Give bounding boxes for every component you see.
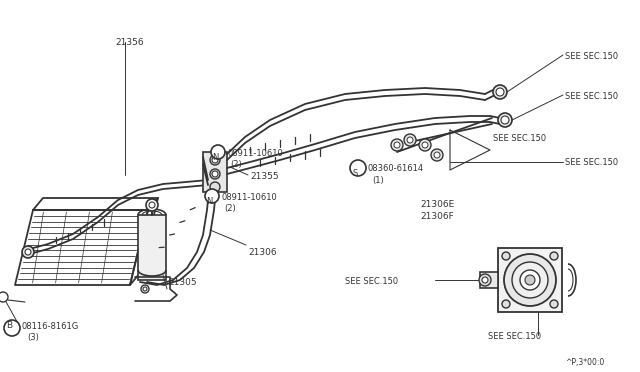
Circle shape bbox=[407, 137, 413, 143]
Text: (2): (2) bbox=[224, 204, 236, 213]
Text: B: B bbox=[6, 321, 12, 330]
Text: SEE SEC.150: SEE SEC.150 bbox=[488, 332, 541, 341]
Text: 08360-61614: 08360-61614 bbox=[368, 164, 424, 173]
Text: N: N bbox=[212, 153, 218, 161]
Bar bbox=[480, 272, 498, 288]
Bar bbox=[203, 152, 227, 192]
Circle shape bbox=[512, 262, 548, 298]
Text: (2): (2) bbox=[230, 160, 242, 169]
Circle shape bbox=[404, 134, 416, 146]
Text: 08911-10610: 08911-10610 bbox=[221, 193, 276, 202]
Circle shape bbox=[211, 145, 225, 159]
Text: 21305: 21305 bbox=[168, 278, 196, 287]
Text: 21356: 21356 bbox=[115, 38, 143, 47]
Text: SEE SEC.150: SEE SEC.150 bbox=[565, 92, 618, 101]
Circle shape bbox=[525, 275, 535, 285]
Circle shape bbox=[210, 182, 220, 192]
Text: SEE SEC.150: SEE SEC.150 bbox=[493, 134, 546, 143]
Text: (1): (1) bbox=[372, 176, 384, 185]
Circle shape bbox=[4, 320, 20, 336]
Circle shape bbox=[431, 149, 443, 161]
Circle shape bbox=[25, 249, 31, 255]
Circle shape bbox=[504, 254, 556, 306]
Circle shape bbox=[210, 169, 220, 179]
Circle shape bbox=[350, 160, 366, 176]
Circle shape bbox=[394, 142, 400, 148]
Circle shape bbox=[419, 139, 431, 151]
Circle shape bbox=[550, 300, 558, 308]
Circle shape bbox=[0, 292, 8, 302]
Circle shape bbox=[205, 189, 219, 203]
Text: 21355: 21355 bbox=[250, 172, 278, 181]
Bar bbox=[138, 215, 166, 280]
Circle shape bbox=[482, 277, 488, 283]
Text: 21306F: 21306F bbox=[420, 212, 454, 221]
Circle shape bbox=[391, 139, 403, 151]
Text: SEE SEC.150: SEE SEC.150 bbox=[565, 52, 618, 61]
Text: ^P,3*00:0: ^P,3*00:0 bbox=[565, 358, 604, 367]
Text: N: N bbox=[206, 196, 212, 205]
Circle shape bbox=[498, 113, 512, 127]
Text: 21306E: 21306E bbox=[420, 200, 454, 209]
Text: 21306: 21306 bbox=[248, 248, 276, 257]
Circle shape bbox=[502, 252, 510, 260]
Text: 08911-10610: 08911-10610 bbox=[227, 149, 283, 158]
Circle shape bbox=[550, 252, 558, 260]
Circle shape bbox=[493, 85, 507, 99]
Circle shape bbox=[143, 287, 147, 291]
Text: SEE SEC.150: SEE SEC.150 bbox=[565, 158, 618, 167]
Circle shape bbox=[210, 155, 220, 165]
Circle shape bbox=[212, 157, 218, 163]
Text: S: S bbox=[353, 169, 358, 177]
Text: SEE SEC.150: SEE SEC.150 bbox=[345, 277, 398, 286]
Circle shape bbox=[434, 152, 440, 158]
Circle shape bbox=[22, 246, 34, 258]
Bar bbox=[498, 248, 562, 312]
Circle shape bbox=[141, 285, 149, 293]
Circle shape bbox=[422, 142, 428, 148]
Circle shape bbox=[501, 116, 509, 124]
Circle shape bbox=[212, 171, 218, 177]
Circle shape bbox=[520, 270, 540, 290]
Text: 08116-8161G: 08116-8161G bbox=[22, 322, 79, 331]
Text: (3): (3) bbox=[27, 333, 39, 342]
Circle shape bbox=[146, 199, 158, 211]
Circle shape bbox=[502, 300, 510, 308]
Circle shape bbox=[149, 202, 155, 208]
Circle shape bbox=[496, 88, 504, 96]
Circle shape bbox=[479, 274, 491, 286]
